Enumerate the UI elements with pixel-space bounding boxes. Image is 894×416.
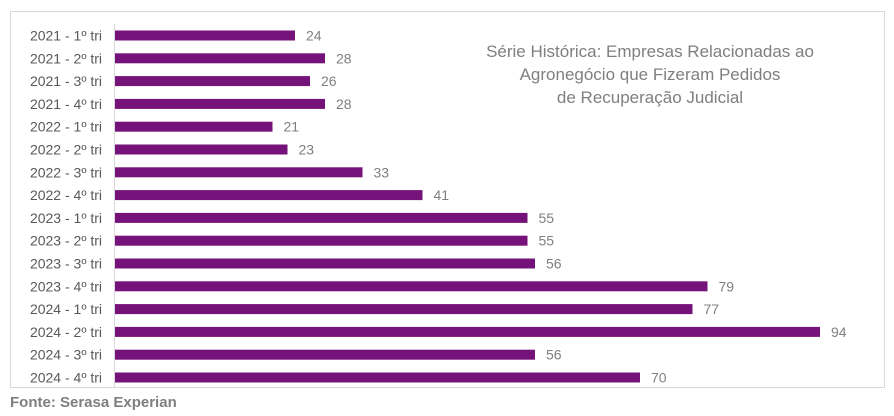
category-label: 2021 - 4º tri [30, 96, 102, 112]
data-label: 26 [321, 73, 337, 89]
chart-frame [10, 11, 885, 388]
bar [115, 98, 325, 109]
category-label: 2021 - 3º tri [30, 73, 102, 89]
bar [115, 144, 288, 155]
data-label: 56 [546, 256, 562, 272]
bar [115, 53, 325, 64]
bar [115, 349, 535, 360]
data-label: 94 [831, 324, 847, 340]
category-label: 2023 - 3º tri [30, 256, 102, 272]
category-label: 2023 - 2º tri [30, 233, 102, 249]
chart-title-line-3: de Recuperação Judicial [556, 88, 744, 107]
bar [115, 30, 295, 41]
data-label: 79 [719, 278, 735, 294]
data-label: 70 [651, 370, 667, 386]
data-label: 28 [336, 96, 352, 112]
bar [115, 167, 363, 178]
data-label: 55 [539, 233, 555, 249]
chart-title-line-2: Agronegócio que Fizeram Pedidos [519, 65, 781, 84]
data-label: 23 [299, 142, 315, 158]
data-label: 33 [374, 164, 390, 180]
category-label: 2024 - 1º tri [30, 301, 102, 317]
bar [115, 121, 273, 132]
data-label: 55 [539, 210, 555, 226]
bar [115, 258, 535, 269]
chart-title: Série Histórica: Empresas Relacionadas a… [440, 40, 860, 109]
category-label: 2022 - 4º tri [30, 187, 102, 203]
bar [115, 235, 528, 246]
bar [115, 372, 640, 383]
category-label: 2022 - 3º tri [30, 164, 102, 180]
data-label: 56 [546, 347, 562, 363]
bar [115, 281, 708, 292]
category-label: 2023 - 1º tri [30, 210, 102, 226]
data-label: 41 [434, 187, 450, 203]
category-label: 2022 - 1º tri [30, 119, 102, 135]
bar [115, 212, 528, 223]
bar [115, 190, 423, 201]
chart-title-line-1: Série Histórica: Empresas Relacionadas a… [486, 42, 814, 61]
source-note: Fonte: Serasa Experian [10, 394, 177, 411]
bar [115, 76, 310, 87]
category-label: 2024 - 4º tri [30, 370, 102, 386]
category-label: 2023 - 4º tri [30, 278, 102, 294]
category-label: 2024 - 3º tri [30, 347, 102, 363]
category-label: 2021 - 2º tri [30, 50, 102, 66]
data-label: 77 [704, 301, 720, 317]
category-label: 2022 - 2º tri [30, 142, 102, 158]
data-label: 24 [306, 28, 322, 44]
category-label: 2024 - 2º tri [30, 324, 102, 340]
bar [115, 304, 693, 315]
data-label: 28 [336, 50, 352, 66]
bar [115, 326, 820, 337]
category-label: 2021 - 1º tri [30, 28, 102, 44]
data-label: 21 [284, 119, 300, 135]
